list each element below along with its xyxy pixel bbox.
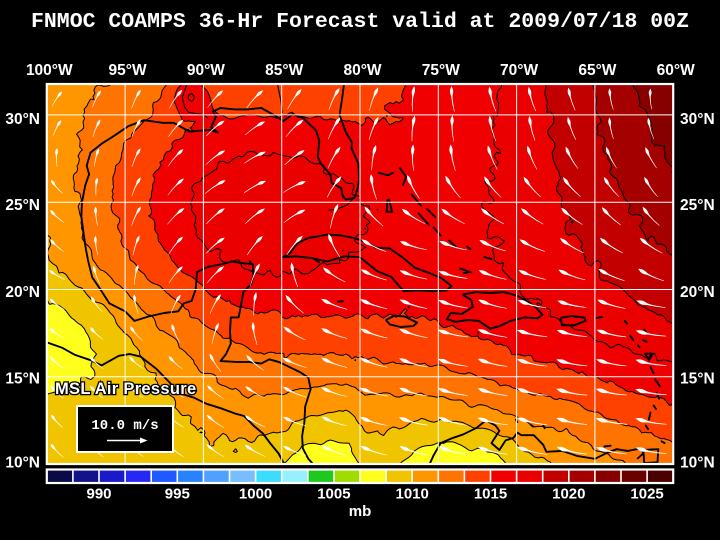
svg-text:20°N: 20°N — [5, 284, 40, 301]
svg-text:30°N: 30°N — [680, 111, 715, 128]
svg-text:MSL Air Pressure: MSL Air Pressure — [55, 380, 196, 398]
svg-text:70°W: 70°W — [500, 62, 538, 79]
svg-text:990: 990 — [86, 486, 111, 503]
svg-text:1025: 1025 — [630, 486, 663, 503]
svg-text:85°W: 85°W — [265, 62, 303, 79]
svg-text:1005: 1005 — [317, 486, 350, 503]
svg-text:1015: 1015 — [474, 486, 507, 503]
svg-text:10°N: 10°N — [5, 454, 40, 471]
svg-text:90°W: 90°W — [187, 62, 225, 79]
svg-text:15°N: 15°N — [680, 371, 715, 388]
svg-text:1000: 1000 — [239, 486, 272, 503]
svg-text:1010: 1010 — [396, 486, 429, 503]
svg-text:25°N: 25°N — [5, 197, 40, 214]
svg-text:95°W: 95°W — [109, 62, 147, 79]
svg-text:30°N: 30°N — [5, 111, 40, 128]
svg-text:995: 995 — [165, 486, 190, 503]
svg-text:1020: 1020 — [552, 486, 585, 503]
svg-text:20°N: 20°N — [680, 284, 715, 301]
svg-text:60°W: 60°W — [657, 62, 695, 79]
svg-text:80°W: 80°W — [343, 62, 381, 79]
svg-text:FNMOC COAMPS 36-Hr Forecast va: FNMOC COAMPS 36-Hr Forecast valid at 200… — [31, 10, 689, 34]
svg-text:75°W: 75°W — [422, 62, 460, 79]
svg-text:65°W: 65°W — [578, 62, 616, 79]
svg-text:25°N: 25°N — [680, 197, 715, 214]
svg-text:15°N: 15°N — [5, 371, 40, 388]
svg-text:10.0 m/s: 10.0 m/s — [91, 418, 158, 434]
svg-text:mb: mb — [349, 503, 372, 520]
svg-text:10°N: 10°N — [680, 454, 715, 471]
svg-text:100°W: 100°W — [26, 62, 73, 79]
